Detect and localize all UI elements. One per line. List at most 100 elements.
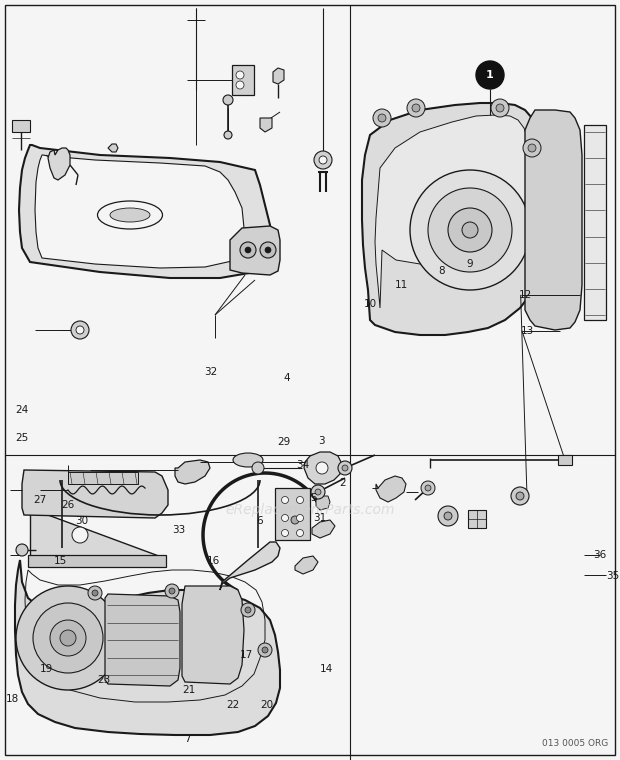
Bar [584, 125, 606, 320]
Circle shape [462, 222, 478, 238]
Circle shape [378, 114, 386, 122]
Circle shape [421, 481, 435, 495]
Text: 4: 4 [283, 373, 290, 384]
Text: 5: 5 [310, 492, 316, 503]
Text: 13: 13 [520, 325, 534, 336]
Polygon shape [525, 110, 582, 330]
Circle shape [448, 208, 492, 252]
Circle shape [296, 496, 304, 504]
Polygon shape [15, 560, 280, 735]
Circle shape [291, 516, 299, 524]
Polygon shape [35, 155, 244, 268]
Text: 35: 35 [606, 571, 619, 581]
Ellipse shape [97, 201, 162, 229]
Polygon shape [362, 103, 543, 335]
Circle shape [281, 530, 288, 537]
Circle shape [165, 584, 179, 598]
Circle shape [428, 188, 512, 272]
Circle shape [16, 586, 120, 690]
Text: 29: 29 [277, 437, 291, 448]
Text: 14: 14 [320, 663, 334, 674]
Circle shape [425, 485, 431, 491]
Text: 3: 3 [318, 435, 324, 446]
Polygon shape [19, 145, 272, 278]
Polygon shape [30, 508, 165, 558]
Polygon shape [260, 118, 272, 132]
Circle shape [241, 603, 255, 617]
Text: 15: 15 [54, 556, 68, 566]
Text: 32: 32 [204, 367, 218, 378]
Text: 21: 21 [182, 685, 196, 695]
Circle shape [296, 530, 304, 537]
Bar [12, 120, 30, 132]
Circle shape [412, 104, 420, 112]
Bar [232, 65, 254, 95]
Circle shape [516, 492, 524, 500]
Circle shape [16, 544, 28, 556]
Circle shape [496, 104, 504, 112]
Circle shape [252, 462, 264, 474]
Text: 013 0005 ORG: 013 0005 ORG [542, 739, 608, 748]
Text: 17: 17 [240, 650, 254, 660]
Bar [275, 488, 310, 540]
Circle shape [88, 586, 102, 600]
Text: 22: 22 [226, 700, 239, 711]
Circle shape [316, 462, 328, 474]
Polygon shape [375, 115, 530, 308]
Circle shape [224, 131, 232, 139]
Text: 25: 25 [16, 432, 29, 443]
Circle shape [72, 527, 88, 543]
Circle shape [528, 144, 536, 152]
Text: 27: 27 [33, 495, 47, 505]
Bar [558, 455, 572, 465]
Text: eReplacementParts.com: eReplacementParts.com [225, 503, 395, 517]
Text: 16: 16 [207, 556, 221, 566]
Circle shape [245, 607, 251, 613]
Text: 7: 7 [185, 733, 191, 744]
Text: 23: 23 [97, 675, 111, 686]
Circle shape [491, 99, 509, 117]
Polygon shape [175, 460, 210, 484]
Circle shape [438, 506, 458, 526]
Text: 31: 31 [313, 513, 327, 524]
Text: 12: 12 [519, 290, 533, 300]
Ellipse shape [233, 453, 263, 467]
Circle shape [76, 326, 84, 334]
Circle shape [281, 496, 288, 504]
Text: 30: 30 [75, 515, 89, 526]
Bar [68, 472, 138, 484]
Circle shape [245, 247, 251, 253]
Polygon shape [48, 148, 70, 180]
Circle shape [240, 242, 256, 258]
Polygon shape [105, 594, 180, 686]
Text: 26: 26 [61, 500, 75, 511]
Circle shape [444, 512, 452, 520]
Ellipse shape [110, 208, 150, 222]
Polygon shape [220, 542, 280, 590]
Text: 33: 33 [172, 525, 185, 536]
Circle shape [311, 485, 325, 499]
Circle shape [281, 515, 288, 521]
Text: 19: 19 [40, 663, 53, 674]
Circle shape [236, 81, 244, 89]
Text: 8: 8 [438, 265, 445, 276]
Circle shape [60, 630, 76, 646]
Circle shape [476, 61, 504, 89]
Polygon shape [108, 144, 118, 152]
Circle shape [265, 247, 271, 253]
Circle shape [169, 588, 175, 594]
Text: 36: 36 [593, 549, 607, 560]
Circle shape [92, 590, 98, 596]
Circle shape [262, 647, 268, 653]
Polygon shape [316, 496, 330, 510]
Polygon shape [22, 470, 168, 518]
Circle shape [511, 487, 529, 505]
Text: 2: 2 [340, 477, 346, 488]
Polygon shape [230, 226, 280, 275]
Circle shape [285, 510, 305, 530]
Circle shape [71, 321, 89, 339]
Circle shape [315, 489, 321, 495]
Circle shape [50, 620, 86, 656]
Text: 6: 6 [256, 515, 262, 526]
Circle shape [523, 139, 541, 157]
